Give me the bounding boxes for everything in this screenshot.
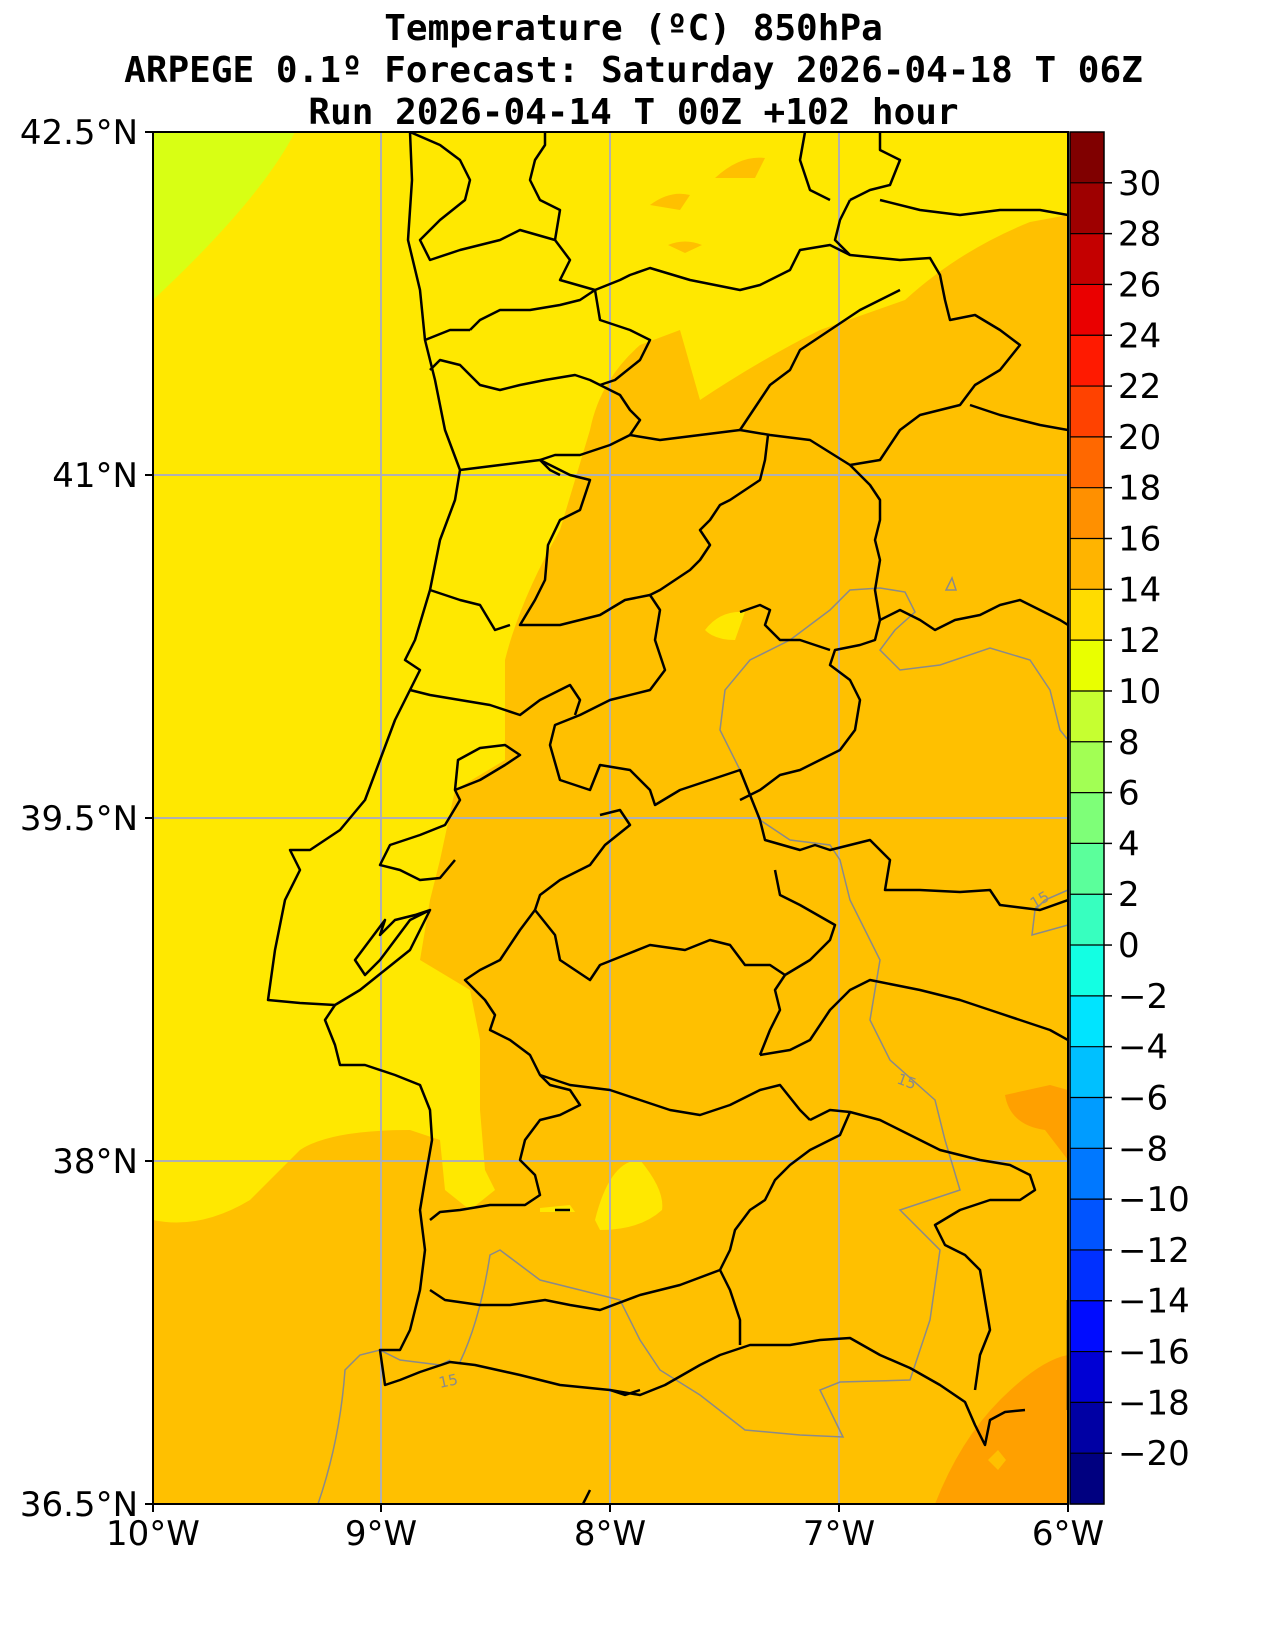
colorbar: 302826242220181614121086420−2−4−6−8−10−1… [1069, 131, 1190, 1505]
axis-ticks [145, 131, 1069, 1512]
x-tick-label: 6°W [1032, 1514, 1104, 1554]
colorbar-tick-label: 20 [1118, 418, 1161, 458]
colorbar-segment [1070, 182, 1104, 235]
colorbar-tick-label: 4 [1118, 824, 1140, 864]
y-tick-label: 42.5°N [20, 113, 138, 153]
colorbar-segment [1070, 640, 1104, 692]
colorbar-segment [1070, 1300, 1104, 1353]
colorbar-segment [1070, 589, 1104, 641]
colorbar-segment [1070, 894, 1104, 946]
y-tick-label: 41°N [52, 456, 138, 496]
colorbar-tick-label: 30 [1118, 164, 1161, 204]
colorbar-tick-label: −8 [1118, 1129, 1168, 1169]
colorbar-tick-label: −2 [1118, 977, 1168, 1017]
colorbar-tick-label: −14 [1118, 1282, 1190, 1322]
x-tick-label: 8°W [574, 1514, 646, 1554]
colorbar-segment [1070, 233, 1104, 286]
islet-north-1 [715, 157, 765, 178]
colorbar-segment [1070, 1097, 1104, 1149]
band-10-12 [153, 132, 295, 300]
colorbar-tick-label: −16 [1118, 1333, 1190, 1373]
islet-north-2 [650, 193, 690, 210]
contour-label-2: 15 [895, 1070, 919, 1093]
colorbar-segment [1070, 436, 1104, 489]
band-16-18-east [1005, 1085, 1068, 1160]
colorbar-tick-label: 22 [1118, 367, 1161, 407]
colorbar-segment [1070, 843, 1104, 895]
colorbar-tick-label: −6 [1118, 1078, 1168, 1118]
colorbar-tick-label: 24 [1118, 316, 1161, 356]
y-tick-label: 38°N [52, 1142, 138, 1182]
colorbar-segment [1070, 1402, 1104, 1454]
temperature-field: 15 15 15 [153, 132, 1068, 1504]
pocket-beja [595, 1160, 663, 1230]
colorbar-segment [1070, 1351, 1104, 1403]
colorbar-segment [1070, 335, 1104, 387]
colorbar-tick-label: 8 [1118, 723, 1140, 763]
colorbar-segment [1070, 690, 1104, 743]
colorbar-tick-label: 18 [1118, 469, 1161, 509]
y-tick-label: 39.5°N [20, 799, 138, 839]
chart-title-line1: Temperature (ºC) 850hPa [384, 8, 883, 49]
colorbar-segment [1070, 945, 1104, 997]
colorbar-segment [1070, 1148, 1104, 1200]
chart-title-line2: ARPEGE 0.1º Forecast: Saturday 2026-04-1… [124, 50, 1143, 91]
colorbar-segment [1070, 284, 1104, 336]
contour-15 [317, 576, 1068, 1504]
y-tick-label: 36.5°N [20, 1485, 138, 1525]
colorbar-tick-label: 14 [1118, 570, 1161, 610]
coastline-borders [266, 132, 1068, 1504]
colorbar-tick-label: 28 [1118, 215, 1161, 255]
chart-title-line3: Run 2026-04-14 T 00Z +102 hour [308, 92, 959, 133]
colorbar-tick-label: 0 [1118, 926, 1140, 966]
colorbar-tick-label: 12 [1118, 621, 1161, 661]
colorbar-segment [1070, 1199, 1104, 1251]
x-tick-label: 9°W [345, 1514, 417, 1554]
colorbar-segment [1070, 741, 1104, 794]
x-tick-label: 10°W [106, 1514, 200, 1554]
colorbar-tick-label: 2 [1118, 875, 1140, 915]
colorbar-segment [1070, 995, 1104, 1048]
colorbar-segment [1070, 487, 1104, 540]
colorbar-tick-label: 16 [1118, 520, 1161, 560]
colorbar-tick-label: −4 [1118, 1028, 1168, 1068]
map-gridlines [153, 132, 1068, 1504]
colorbar-segment [1070, 538, 1104, 590]
pocket-center [705, 611, 745, 640]
colorbar-tick-label: −10 [1118, 1180, 1190, 1220]
colorbar-segment [1070, 792, 1104, 845]
colorbar-tick-label: 10 [1118, 672, 1161, 712]
colorbar-segment [1070, 1249, 1104, 1302]
colorbar-segment [1070, 386, 1104, 438]
colorbar-frame [1069, 131, 1105, 1505]
colorbar-tick-label: 26 [1118, 265, 1161, 305]
pocket-southeast [988, 1450, 1006, 1470]
colorbar-segment [1070, 1046, 1104, 1099]
x-tick-label: 7°W [803, 1514, 875, 1554]
contour-label-1: 15 [437, 1370, 459, 1392]
colorbar-segment [1070, 132, 1104, 184]
colorbar-segment [1070, 1453, 1104, 1505]
colorbar-tick-label: −12 [1118, 1231, 1190, 1271]
islet-north-3 [668, 241, 702, 253]
band-16-18-southeast [935, 1355, 1068, 1504]
colorbar-tick-label: 6 [1118, 774, 1140, 814]
colorbar-tick-label: −18 [1118, 1383, 1190, 1423]
colorbar-tick-label: −20 [1118, 1434, 1190, 1474]
